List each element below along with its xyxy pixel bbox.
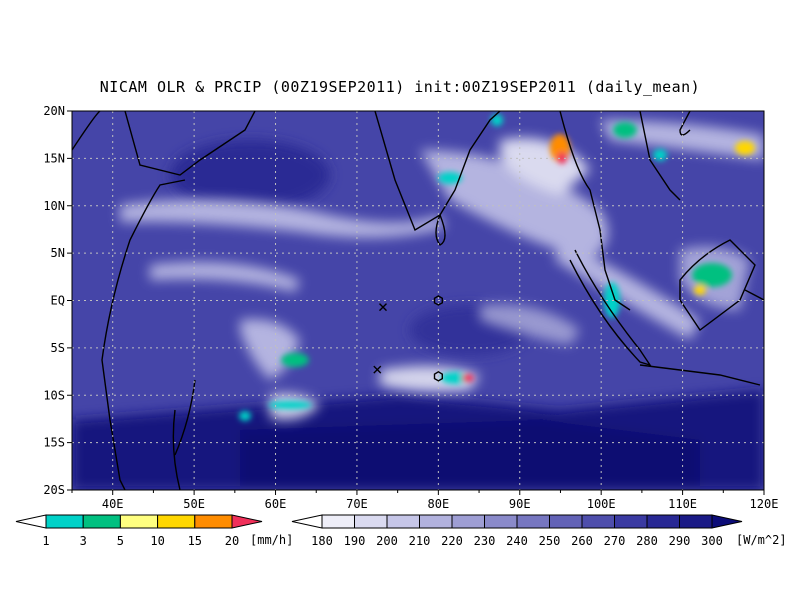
grid-lines (72, 111, 764, 490)
lat-tick-label: 20N (43, 104, 65, 118)
lat-tick-label: EQ (51, 294, 65, 308)
map-title: NICAM OLR & PRCIP (00Z19SEP2011) init:00… (99, 78, 701, 96)
lon-tick-label: 100E (587, 497, 616, 511)
cross-icon (373, 365, 382, 374)
olr-swatch (484, 514, 518, 529)
olr-tick-label: 230 (474, 534, 496, 548)
olr-swatch (646, 514, 680, 529)
lon-tick-label: 120E (750, 497, 779, 511)
olr-swatch (451, 514, 485, 529)
coastlines (72, 111, 764, 490)
lat-tick-label: 5N (51, 246, 65, 260)
olr-swatch (581, 514, 615, 529)
precip-cells (239, 114, 755, 421)
latitude-labels: 20N 15N 10N 5N EQ 5S 10S 15S 20S (43, 104, 65, 497)
olr-tick-label: 250 (539, 534, 561, 548)
olr-tick-label: 290 (669, 534, 691, 548)
precip-tick-label: 20 (225, 534, 239, 548)
hexagon-icon (433, 295, 443, 306)
lat-tick-label: 5S (51, 341, 65, 355)
precip-tick-label: 10 (150, 534, 164, 548)
precip-swatch (82, 514, 121, 529)
lon-tick-label: 110E (668, 497, 697, 511)
olr-tick-label: 190 (344, 534, 366, 548)
olr-swatch (516, 514, 550, 529)
olr-lower-arrow (291, 514, 323, 529)
precip-swatch (45, 514, 84, 529)
hexagon-icon (433, 370, 443, 382)
precip-lower-arrow (15, 514, 47, 529)
cross-icon (378, 303, 387, 312)
lat-tick-label: 15N (43, 151, 65, 165)
olr-tick-label: 180 (311, 534, 333, 548)
precip-tick-label: 3 (80, 534, 87, 548)
olr-tick-label: 280 (636, 534, 658, 548)
lon-tick-label: 50E (183, 497, 205, 511)
precip-swatch (119, 514, 159, 529)
lon-tick-label: 70E (346, 497, 368, 511)
olr-unit-label: [W/m^2] (736, 533, 787, 547)
olr-tick-label: 240 (506, 534, 528, 548)
precip-unit-label: [mm/h] (250, 533, 293, 547)
lat-tick-label: 10N (43, 199, 65, 213)
olr-legend: 180 190 200 210 220 230 240 250 260 270 280 290 300 (291, 514, 743, 548)
olr-tick-label: 270 (604, 534, 626, 548)
lat-tick-label: 15S (43, 436, 65, 450)
precip-tick-label: 15 (188, 534, 202, 548)
olr-swatch (354, 514, 388, 529)
lat-tick-label: 20S (43, 483, 65, 497)
lon-tick-label: 90E (509, 497, 531, 511)
olr-swatch (386, 514, 420, 529)
olr-upper-arrow (711, 514, 743, 529)
precip-tick-label: 1 (42, 534, 49, 548)
map-markers (373, 295, 443, 382)
precip-legend: 1 3 5 10 15 20 (15, 514, 263, 548)
lat-tick-label: 10S (43, 388, 65, 402)
longitude-labels: 40E 50E 60E 70E 80E 90E 100E 110E 120E (102, 497, 779, 511)
olr-tick-label: 210 (409, 534, 431, 548)
olr-tick-label: 260 (571, 534, 593, 548)
precip-upper-arrow (231, 514, 263, 529)
lon-tick-label: 60E (265, 497, 287, 511)
precip-tick-label: 5 (117, 534, 124, 548)
olr-swatch (614, 514, 648, 529)
lon-tick-label: 40E (102, 497, 124, 511)
olr-swatch (419, 514, 453, 529)
olr-swatch (679, 514, 713, 529)
precip-swatch (157, 514, 196, 529)
olr-tick-label: 200 (376, 534, 398, 548)
olr-swatch (321, 514, 355, 529)
lon-tick-label: 80E (428, 497, 450, 511)
olr-tick-label: 300 (701, 534, 723, 548)
olr-tick-label: 220 (441, 534, 463, 548)
axis-ticks (67, 110, 765, 495)
precip-swatch (194, 514, 233, 529)
olr-swatch (549, 514, 583, 529)
